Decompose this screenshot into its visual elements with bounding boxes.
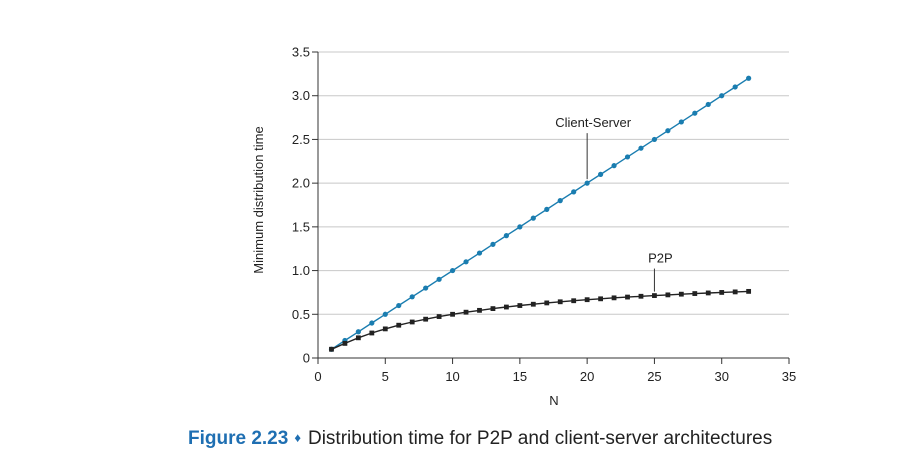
point-p2p — [409, 319, 415, 325]
point-client-server — [449, 267, 456, 274]
point-p2p — [463, 309, 469, 315]
point-client-server — [530, 215, 536, 221]
caption-text: Distribution time for P2P and client-ser… — [307, 428, 773, 449]
point-p2p — [396, 322, 402, 328]
series-line-p2p — [331, 290, 749, 350]
series-client-server — [328, 75, 752, 352]
point-p2p — [329, 346, 334, 352]
x-axis-title: N — [549, 393, 558, 408]
point-p2p — [678, 291, 684, 297]
point-client-server — [557, 198, 563, 204]
point-p2p — [477, 307, 482, 313]
point-client-server — [503, 233, 509, 239]
distribution-time-chart: 0 0.5 1.0 1.5 2.0 2.5 3.0 3.5 0 5 10 15 20 25 30 35 Cli… — [251, 45, 796, 409]
x-tick-label: 0 — [314, 369, 321, 384]
y-tick-label: 1.0 — [292, 263, 310, 278]
x-tick-label: 30 — [714, 369, 728, 384]
series-line-client-server — [331, 77, 749, 350]
axes — [312, 51, 790, 364]
tick-labels: 0 0.5 1.0 1.5 2.0 2.5 3.0 3.5 0 5 10 15 20 25 30 35 — [292, 45, 796, 385]
point-p2p — [638, 293, 644, 299]
point-client-server — [584, 180, 590, 186]
point-client-server — [638, 145, 644, 151]
gridlines — [318, 51, 789, 315]
point-client-server — [611, 163, 617, 169]
point-p2p — [692, 291, 698, 296]
x-tick-label: 5 — [382, 369, 389, 384]
y-tick-label: 2.5 — [292, 132, 310, 147]
x-tick-label: 15 — [513, 369, 527, 384]
point-p2p — [652, 293, 657, 298]
point-client-server — [732, 84, 738, 90]
point-p2p — [584, 297, 590, 303]
point-client-server — [476, 250, 483, 256]
point-p2p — [517, 303, 523, 308]
x-tick-label: 20 — [580, 369, 594, 384]
point-p2p — [382, 326, 388, 332]
point-p2p — [342, 340, 348, 346]
point-client-server — [463, 259, 469, 265]
y-tick-label: 0 — [303, 351, 310, 366]
point-client-server — [651, 136, 658, 143]
point-p2p — [719, 290, 725, 295]
annotation-label-client-server: Client-Server — [555, 115, 632, 130]
point-client-server — [544, 206, 550, 212]
point-p2p — [598, 296, 603, 302]
series-p2p — [329, 288, 752, 352]
point-p2p — [423, 316, 429, 322]
point-client-server — [423, 285, 429, 291]
x-tick-label: 35 — [782, 369, 796, 384]
y-tick-label: 1.5 — [292, 219, 310, 234]
series-layer — [328, 75, 752, 352]
point-p2p — [705, 290, 711, 296]
point-p2p — [732, 289, 738, 295]
point-p2p — [625, 294, 630, 300]
y-tick-label: 3.5 — [292, 45, 310, 60]
point-p2p — [665, 292, 671, 298]
point-p2p — [746, 288, 752, 294]
point-client-server — [382, 311, 388, 317]
figure-caption: Figure 2.23 ♦ Distribution time for P2P an… — [188, 428, 772, 450]
point-client-server — [436, 276, 442, 282]
point-client-server — [692, 110, 698, 116]
point-client-server — [355, 329, 361, 335]
point-p2p — [611, 295, 617, 301]
point-client-server — [624, 154, 631, 160]
figure-label: Figure 2.23 — [188, 428, 289, 449]
point-client-server — [719, 93, 725, 99]
y-tick-label: 2.0 — [292, 176, 310, 191]
point-client-server — [396, 302, 402, 309]
x-tick-label: 25 — [647, 369, 661, 384]
point-p2p — [530, 301, 536, 307]
y-tick-label: 0.5 — [292, 307, 310, 322]
x-tick-label: 10 — [445, 369, 459, 384]
y-axis-title: Minimum distribution time — [251, 126, 266, 273]
point-client-server — [517, 224, 523, 230]
point-p2p — [355, 335, 361, 341]
caption-separator-icon: ♦ — [294, 430, 301, 445]
point-client-server — [665, 128, 671, 134]
point-p2p — [571, 298, 577, 304]
point-p2p — [504, 304, 509, 310]
point-p2p — [450, 311, 455, 317]
point-p2p — [490, 306, 496, 312]
annotation-label-p2p: P2P — [648, 251, 673, 266]
point-client-server — [369, 320, 375, 326]
point-client-server — [678, 119, 684, 125]
point-p2p — [544, 300, 550, 306]
point-client-server — [490, 241, 496, 247]
point-p2p — [557, 299, 563, 305]
y-tick-label: 3.0 — [292, 88, 310, 103]
annotations: Client-Server P2P — [555, 115, 673, 292]
point-client-server — [571, 189, 577, 195]
point-client-server — [705, 101, 711, 108]
point-p2p — [369, 330, 375, 336]
point-client-server — [598, 171, 604, 177]
point-client-server — [409, 294, 415, 300]
point-p2p — [436, 314, 442, 319]
point-client-server — [746, 75, 752, 81]
